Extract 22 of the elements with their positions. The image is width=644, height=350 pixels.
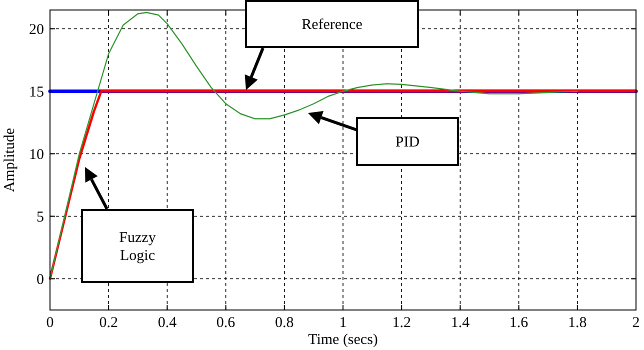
line-series <box>49 12 578 280</box>
annotation: PID <box>395 134 420 150</box>
x-tick-label: 1.6 <box>509 315 529 331</box>
line-series <box>48 90 638 280</box>
y-tick-label: 20 <box>29 22 44 38</box>
x-tick-label: 0.4 <box>158 315 178 331</box>
x-tick-label: 1.4 <box>450 315 470 331</box>
x-tick-label: 0.8 <box>275 315 294 331</box>
x-tick-label: 0.2 <box>99 315 118 331</box>
annotation: Reference <box>302 17 363 33</box>
y-tick-label: 0 <box>36 272 44 288</box>
y-axis-title: Amplitude <box>2 128 18 192</box>
x-tick-label: 1.2 <box>392 315 411 331</box>
x-tick-label: 1 <box>339 315 347 331</box>
x-tick-label: 0.6 <box>216 315 236 331</box>
x-axis-title: Time (secs) <box>308 332 378 348</box>
x-tick-label: 1.8 <box>568 315 587 331</box>
x-tick-label: 2 <box>632 315 640 331</box>
y-tick-label: 10 <box>29 146 44 163</box>
annotation: Fuzzy Logic <box>119 230 156 264</box>
y-tick-label: 15 <box>29 84 44 100</box>
y-tick-label: 5 <box>36 209 44 226</box>
